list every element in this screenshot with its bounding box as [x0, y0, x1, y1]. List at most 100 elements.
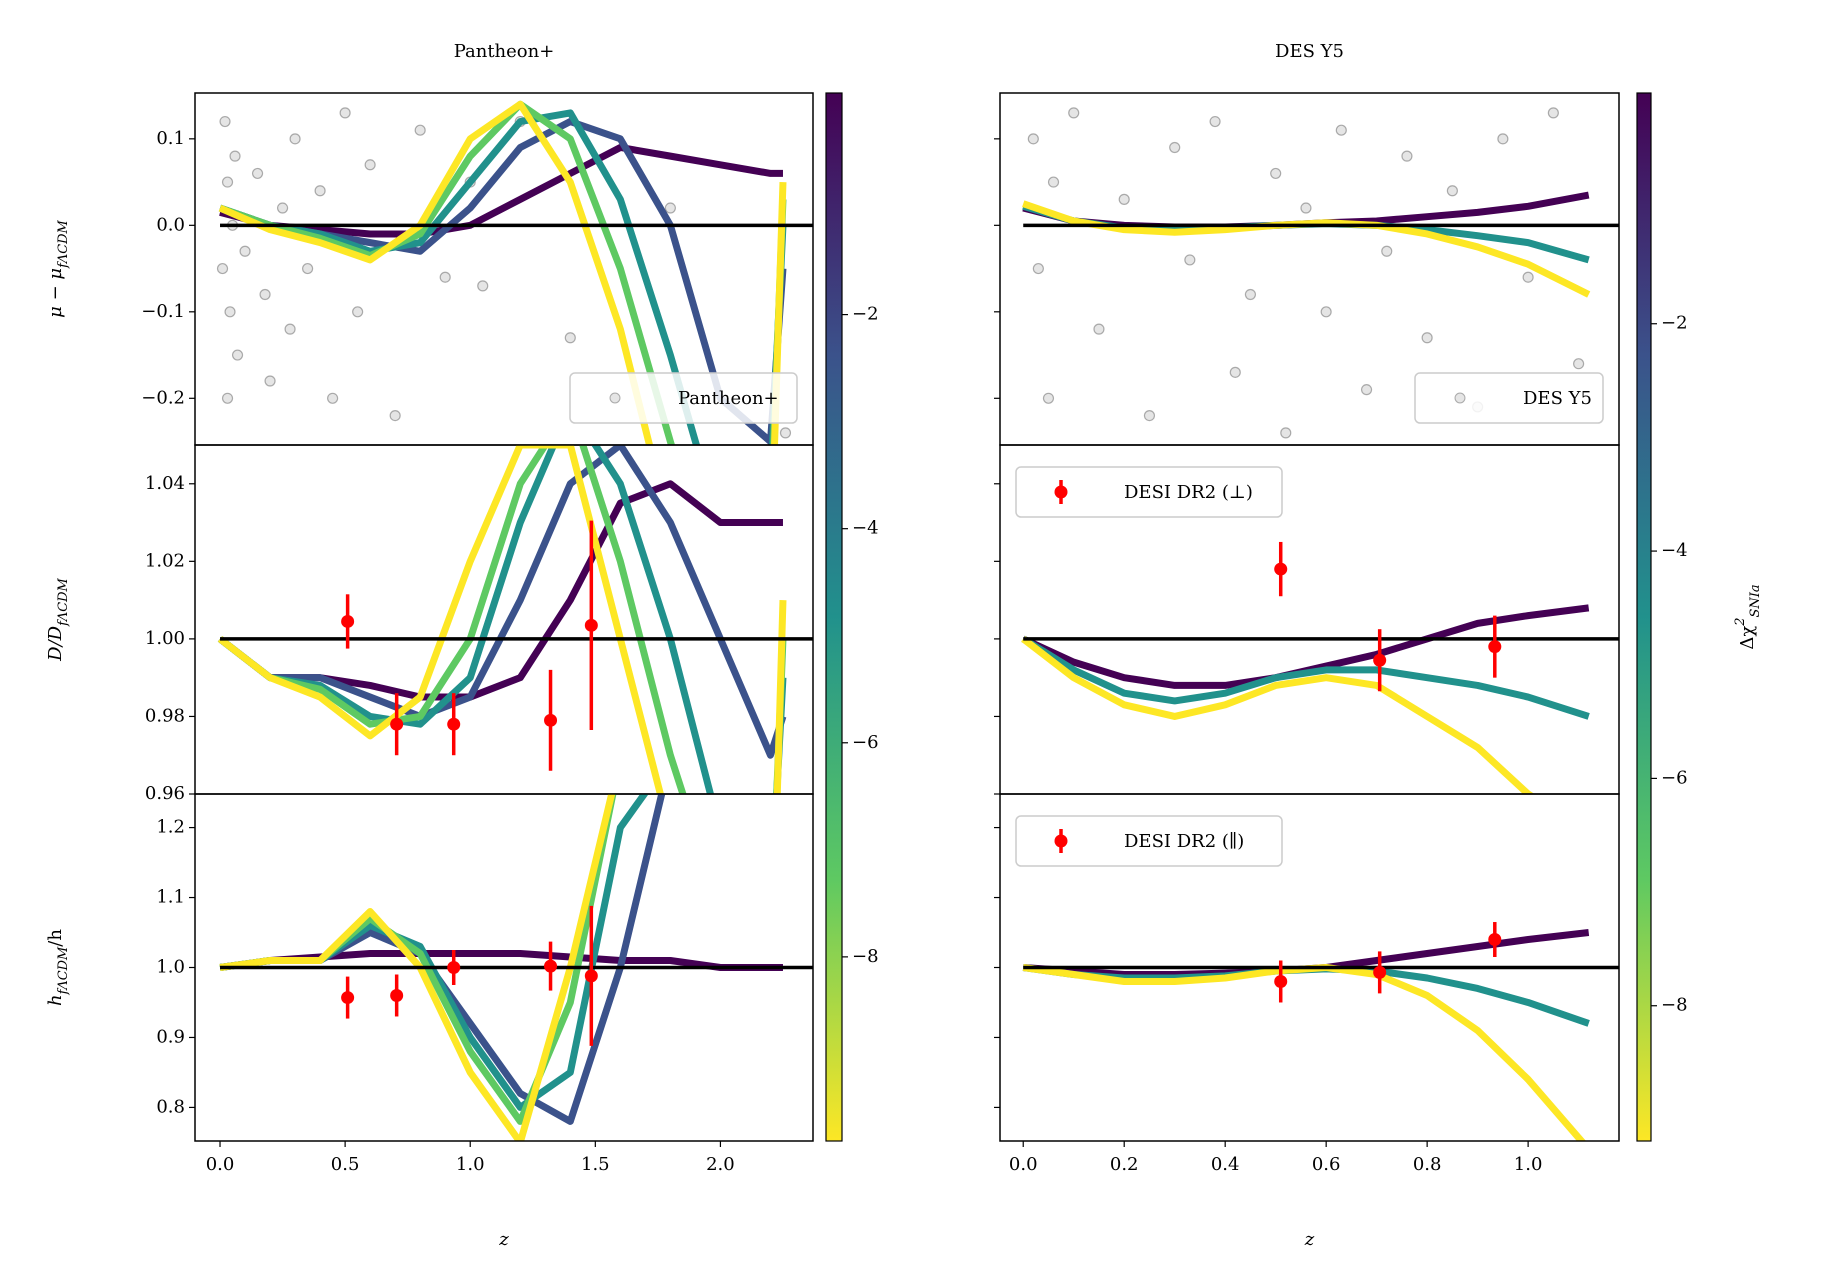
y-tick-label: 0.96 [145, 783, 185, 804]
label-part: /h [45, 929, 66, 947]
data-point [544, 959, 558, 973]
data-point [1244, 288, 1257, 301]
data-point [1274, 562, 1288, 576]
y-tick-label: 1.00 [145, 628, 185, 649]
x-tick-label: 0.0 [1009, 1154, 1038, 1175]
y-tick-label: 1.1 [156, 887, 185, 908]
data-point [390, 717, 404, 731]
legend-box [1015, 815, 1283, 867]
data-point [239, 245, 251, 257]
legend-box [1414, 372, 1604, 424]
data-point [1027, 133, 1039, 145]
x-tick-label: 0.4 [1211, 1154, 1240, 1175]
data-point [447, 717, 461, 731]
data-point [221, 176, 234, 188]
data-point [327, 392, 339, 404]
data-point [1270, 167, 1282, 180]
y-axis-label: μ − μfΛCDM [45, 219, 71, 317]
x-tick-label: 0.6 [1312, 1154, 1341, 1175]
model-curve [218, 109, 787, 445]
data-point [1373, 965, 1387, 979]
data-point [1229, 366, 1241, 378]
data-point [339, 107, 351, 119]
panel-title: DES Y5 [1275, 41, 1344, 62]
label-part: h [45, 994, 66, 1006]
y-tick-label: 0.1 [156, 128, 185, 149]
colorbar-tick-label: −2 [1661, 313, 1688, 334]
x-tick-label: 2.0 [706, 1154, 735, 1175]
colorbar-label: Δχ2SNIa [1733, 584, 1763, 649]
data-point [584, 969, 598, 983]
x-tick-label: 0.8 [1413, 1154, 1442, 1175]
legend-marker [1054, 485, 1068, 499]
model-curve [219, 794, 616, 1141]
data-point [439, 271, 451, 283]
data-point [564, 332, 576, 344]
data-point [1209, 115, 1221, 128]
data-point [352, 306, 364, 318]
model-curve [1022, 200, 1591, 298]
model-curve [219, 794, 649, 1111]
plot-area [219, 794, 813, 1141]
data-point [584, 618, 598, 632]
colorbar-tick-label: −4 [1661, 540, 1688, 561]
data-point [301, 262, 314, 275]
y-tick-label: 0.9 [156, 1026, 185, 1047]
legend-label: DES Y5 [1523, 388, 1592, 409]
data-point [1522, 271, 1534, 283]
data-point [544, 713, 558, 727]
y-tick-label: −0.2 [141, 387, 185, 408]
model-curve [1022, 202, 1590, 264]
model-curve [219, 143, 783, 238]
data-point [1401, 150, 1413, 162]
data-point [259, 288, 271, 301]
data-point [341, 991, 355, 1005]
y-tick-label: 0.8 [156, 1096, 185, 1117]
model-curve [1021, 635, 1590, 720]
data-point [1488, 640, 1502, 654]
data-point [414, 124, 426, 136]
legend-marker [1454, 392, 1466, 404]
x-tick-label: 1.0 [1514, 1154, 1543, 1175]
data-point [1042, 392, 1055, 404]
x-tick-label: 1.0 [456, 1154, 485, 1175]
data-point [364, 159, 376, 171]
legend-box [569, 372, 798, 424]
data-point [276, 202, 289, 214]
data-point [779, 427, 792, 439]
legend-label: DESI DR2 (∥) [1124, 831, 1244, 852]
data-point [1497, 133, 1509, 145]
data-point [1118, 193, 1130, 205]
colorbar-tick-label: −6 [1661, 767, 1688, 788]
colorbar [825, 92, 843, 1142]
data-point [224, 306, 236, 318]
plot-area [217, 445, 813, 794]
colorbar-tick-label: −6 [852, 732, 879, 753]
data-point [1280, 427, 1292, 439]
data-point [221, 392, 234, 404]
data-point [390, 988, 404, 1002]
label-part: fΛCDM [56, 946, 71, 995]
data-point [1143, 409, 1156, 422]
label-part: fΛCDM [56, 219, 71, 268]
axes-frame [194, 793, 814, 1142]
data-point [1360, 384, 1373, 396]
colorbar [1636, 92, 1652, 1142]
data-point [1068, 107, 1080, 119]
x-tick-label: 1.5 [581, 1154, 610, 1175]
data-point [341, 614, 355, 628]
model-curve [217, 445, 787, 794]
data-point [1093, 323, 1105, 335]
y-axis-label: hfΛCDM/h [45, 929, 71, 1006]
data-point [231, 349, 244, 361]
data-point [1373, 653, 1387, 667]
legend-marker [609, 392, 621, 404]
legend-marker [1054, 834, 1068, 848]
model-curve [1021, 636, 1535, 794]
data-point [1274, 974, 1288, 988]
x-axis-label: z [1304, 1229, 1315, 1250]
colorbar-tick-label: −8 [1661, 995, 1688, 1016]
y-axis-label: D/DfΛCDM [45, 577, 71, 661]
data-point [216, 262, 229, 275]
